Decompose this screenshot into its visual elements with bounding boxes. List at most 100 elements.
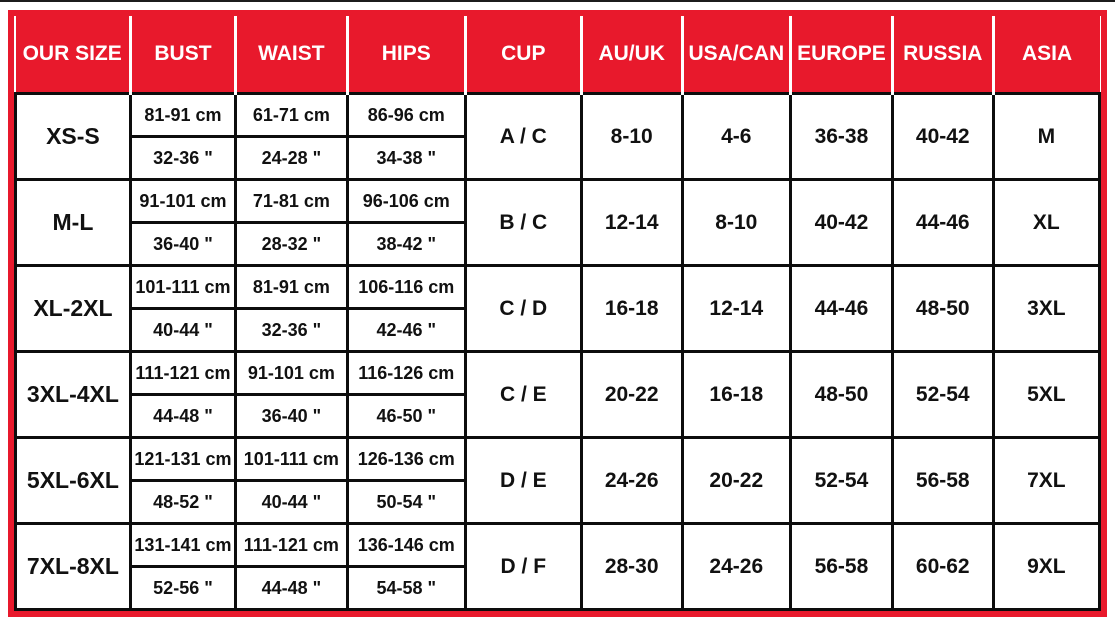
asia-cell: 3XL bbox=[991, 264, 1102, 353]
table-row: XL-2XL 101-111 cm 81-91 cm 106-116 cm C … bbox=[14, 264, 1102, 353]
bust-in-cell: 52-56 " bbox=[128, 565, 238, 611]
table-row: XS-S 81-91 cm 61-71 cm 86-96 cm A / C 8-… bbox=[14, 92, 1102, 181]
column-header-hips: HIPS bbox=[345, 16, 466, 94]
europe-cell: 48-50 bbox=[788, 350, 894, 439]
bust-cm-cell: 91-101 cm bbox=[128, 178, 238, 224]
waist-cm-cell: 71-81 cm bbox=[234, 178, 349, 224]
table-header: OUR SIZE BUST WAIST HIPS CUP AU/UK USA/C… bbox=[15, 16, 1100, 94]
au-uk-cell: 20-22 bbox=[579, 350, 684, 439]
table-row: 3XL-4XL 111-121 cm 91-101 cm 116-126 cm … bbox=[14, 350, 1102, 439]
russia-cell: 60-62 bbox=[890, 522, 995, 611]
bust-cm-cell: 131-141 cm bbox=[128, 522, 238, 568]
hips-cm-cell: 116-126 cm bbox=[345, 350, 467, 396]
table-subrow: 36-40 " 28-32 " 38-42 " bbox=[16, 221, 1100, 267]
table-row: 7XL-8XL 131-141 cm 111-121 cm 136-146 cm… bbox=[14, 522, 1102, 611]
bust-in-cell: 48-52 " bbox=[128, 479, 238, 525]
hips-in-cell: 34-38 " bbox=[345, 135, 467, 181]
usa-can-cell: 20-22 bbox=[680, 436, 792, 525]
asia-cell: 9XL bbox=[991, 522, 1102, 611]
usa-can-cell: 12-14 bbox=[680, 264, 792, 353]
bust-cm-cell: 81-91 cm bbox=[128, 92, 238, 138]
au-uk-cell: 12-14 bbox=[579, 178, 684, 267]
waist-in-cell: 36-40 " bbox=[234, 393, 349, 439]
europe-cell: 56-58 bbox=[788, 522, 894, 611]
usa-can-cell: 24-26 bbox=[680, 522, 792, 611]
usa-can-cell: 4-6 bbox=[680, 92, 792, 181]
asia-cell: M bbox=[991, 92, 1102, 181]
russia-cell: 48-50 bbox=[890, 264, 995, 353]
column-header-au-uk: AU/UK bbox=[579, 16, 683, 94]
header-row: OUR SIZE BUST WAIST HIPS CUP AU/UK USA/C… bbox=[15, 16, 1100, 94]
waist-in-cell: 44-48 " bbox=[234, 565, 349, 611]
top-divider-line bbox=[0, 0, 1115, 2]
waist-cm-cell: 111-121 cm bbox=[234, 522, 349, 568]
waist-cm-cell: 61-71 cm bbox=[234, 92, 349, 138]
russia-cell: 56-58 bbox=[890, 436, 995, 525]
asia-cell: XL bbox=[991, 178, 1102, 267]
table-row: 5XL-6XL 121-131 cm 101-111 cm 126-136 cm… bbox=[14, 436, 1102, 525]
column-header-cup: CUP bbox=[463, 16, 582, 94]
our-size-cell: XL-2XL bbox=[14, 264, 132, 353]
asia-cell: 5XL bbox=[991, 350, 1102, 439]
column-header-russia: RUSSIA bbox=[890, 16, 994, 94]
cup-cell: A / C bbox=[463, 92, 583, 181]
au-uk-cell: 24-26 bbox=[579, 436, 684, 525]
our-size-cell: 7XL-8XL bbox=[14, 522, 132, 611]
hips-in-cell: 38-42 " bbox=[345, 221, 467, 267]
usa-can-cell: 16-18 bbox=[680, 350, 792, 439]
europe-cell: 36-38 bbox=[788, 92, 894, 181]
cup-cell: D / F bbox=[463, 522, 583, 611]
au-uk-cell: 8-10 bbox=[579, 92, 684, 181]
bust-in-cell: 36-40 " bbox=[128, 221, 238, 267]
waist-cm-cell: 101-111 cm bbox=[234, 436, 349, 482]
hips-in-cell: 50-54 " bbox=[345, 479, 467, 525]
hips-in-cell: 46-50 " bbox=[345, 393, 467, 439]
bust-cm-cell: 121-131 cm bbox=[128, 436, 238, 482]
waist-in-cell: 24-28 " bbox=[234, 135, 349, 181]
hips-cm-cell: 96-106 cm bbox=[345, 178, 467, 224]
russia-cell: 40-42 bbox=[890, 92, 995, 181]
europe-cell: 52-54 bbox=[788, 436, 894, 525]
hips-in-cell: 54-58 " bbox=[345, 565, 467, 611]
table-row: M-L 91-101 cm 71-81 cm 96-106 cm B / C 1… bbox=[14, 178, 1102, 267]
column-header-waist: WAIST bbox=[234, 16, 348, 94]
europe-cell: 40-42 bbox=[788, 178, 894, 267]
hips-cm-cell: 126-136 cm bbox=[345, 436, 467, 482]
column-header-our-size: OUR SIZE bbox=[15, 16, 131, 94]
russia-cell: 52-54 bbox=[890, 350, 995, 439]
usa-can-cell: 8-10 bbox=[680, 178, 792, 267]
size-chart-table: OUR SIZE BUST WAIST HIPS CUP AU/UK USA/C… bbox=[14, 16, 1102, 611]
bust-cm-cell: 111-121 cm bbox=[128, 350, 238, 396]
hips-cm-cell: 86-96 cm bbox=[345, 92, 467, 138]
our-size-cell: M-L bbox=[14, 178, 132, 267]
our-size-cell: 3XL-4XL bbox=[14, 350, 132, 439]
column-header-asia: ASIA bbox=[991, 16, 1100, 94]
hips-cm-cell: 136-146 cm bbox=[345, 522, 467, 568]
bust-in-cell: 44-48 " bbox=[128, 393, 238, 439]
table-subrow: 32-36 " 24-28 " 34-38 " bbox=[16, 135, 1100, 181]
our-size-cell: 5XL-6XL bbox=[14, 436, 132, 525]
table-subrow: 52-56 " 44-48 " 54-58 " bbox=[16, 565, 1100, 611]
size-chart-frame: OUR SIZE BUST WAIST HIPS CUP AU/UK USA/C… bbox=[8, 10, 1107, 617]
waist-cm-cell: 91-101 cm bbox=[234, 350, 349, 396]
cup-cell: D / E bbox=[463, 436, 583, 525]
hips-cm-cell: 106-116 cm bbox=[345, 264, 467, 310]
bust-in-cell: 32-36 " bbox=[128, 135, 238, 181]
table-body: XS-S 81-91 cm 61-71 cm 86-96 cm A / C 8-… bbox=[14, 92, 1102, 611]
table-subrow: 40-44 " 32-36 " 42-46 " bbox=[16, 307, 1100, 353]
asia-cell: 7XL bbox=[991, 436, 1102, 525]
column-header-bust: BUST bbox=[128, 16, 236, 94]
table-subrow: 44-48 " 36-40 " 46-50 " bbox=[16, 393, 1100, 439]
waist-in-cell: 40-44 " bbox=[234, 479, 349, 525]
russia-cell: 44-46 bbox=[890, 178, 995, 267]
cup-cell: C / D bbox=[463, 264, 583, 353]
cup-cell: C / E bbox=[463, 350, 583, 439]
column-header-europe: EUROPE bbox=[788, 16, 893, 94]
our-size-cell: XS-S bbox=[14, 92, 132, 181]
column-header-usa-can: USA/CAN bbox=[680, 16, 791, 94]
waist-in-cell: 32-36 " bbox=[234, 307, 349, 353]
cup-cell: B / C bbox=[463, 178, 583, 267]
bust-cm-cell: 101-111 cm bbox=[128, 264, 238, 310]
table-subrow: 48-52 " 40-44 " 50-54 " bbox=[16, 479, 1100, 525]
